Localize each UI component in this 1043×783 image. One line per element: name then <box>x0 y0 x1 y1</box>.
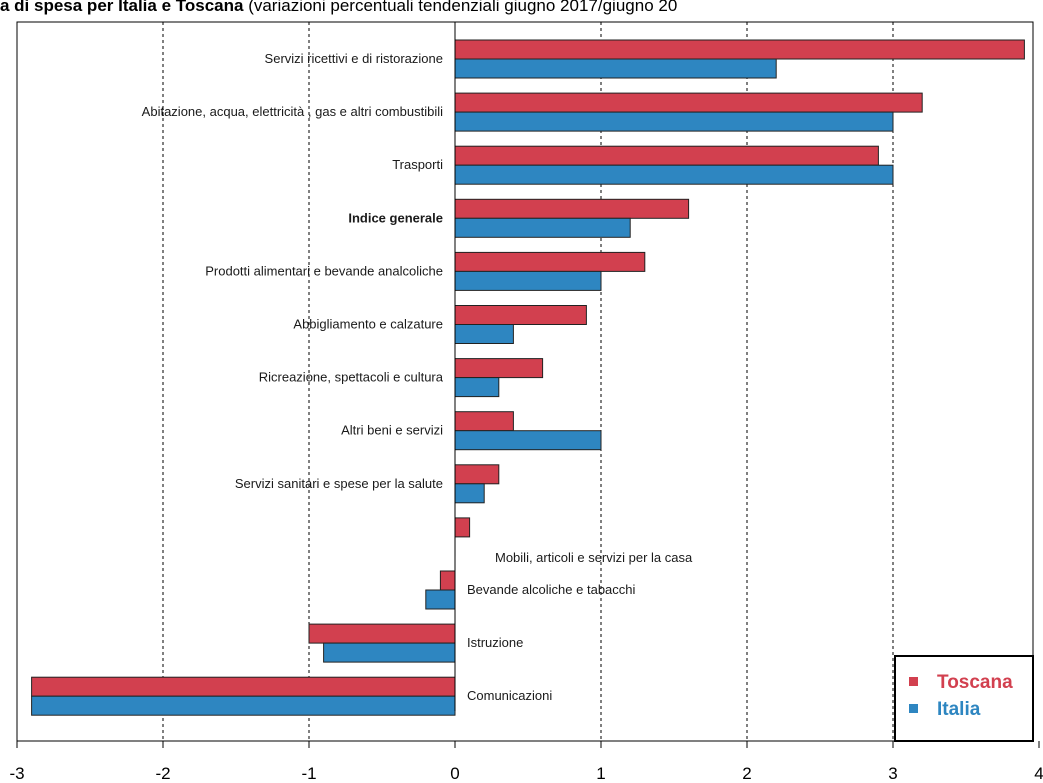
bar-toscana <box>454 92 923 113</box>
category-label: Prodotti alimentari e bevande analcolich… <box>205 263 443 278</box>
bar-italia <box>454 270 602 291</box>
bar-toscana <box>454 145 879 166</box>
category-label: Abitazione, acqua, elettricità , gas e a… <box>142 104 443 119</box>
bar-toscana <box>454 411 514 432</box>
bar-italia <box>454 217 631 238</box>
category-label: Ricreazione, spettacoli e cultura <box>259 370 444 385</box>
bar-italia <box>454 483 485 504</box>
bar-toscana <box>454 39 1025 60</box>
x-tick-label: -3 <box>9 764 24 783</box>
category-label: Servizi sanitari e spese per la salute <box>235 476 443 491</box>
legend-label-toscana: Toscana <box>937 672 1013 693</box>
bar-italia <box>454 377 500 398</box>
bar-toscana <box>454 198 690 219</box>
bar-italia <box>425 589 456 610</box>
category-label: Servizi ricettivi e di ristorazione <box>265 51 443 66</box>
x-tick-label: -1 <box>301 764 316 783</box>
bar-italia <box>454 58 777 79</box>
category-label: Mobili, articoli e servizi per la casa <box>495 550 693 565</box>
x-tick-label: 1 <box>596 764 605 783</box>
legend-label-italia: Italia <box>937 699 981 720</box>
chart-title-bold: a di spesa per Italia e Toscana <box>0 0 244 15</box>
x-tick-label: 0 <box>450 764 459 783</box>
category-label: Trasporti <box>392 157 443 172</box>
category-label: Altri beni e servizi <box>341 423 443 438</box>
x-tick-label: 4 <box>1034 764 1043 783</box>
bar-italia <box>323 642 456 663</box>
legend-swatch-toscana <box>909 677 918 686</box>
x-tick-label: 2 <box>742 764 751 783</box>
x-tick-label: -2 <box>155 764 170 783</box>
category-label: Abbigliamento e calzature <box>293 317 443 332</box>
bar-toscana <box>439 570 456 591</box>
x-tick-label: 3 <box>888 764 897 783</box>
bar-toscana <box>308 623 456 644</box>
category-label: Istruzione <box>467 635 523 650</box>
bar-italia <box>454 430 602 451</box>
legend-swatch-italia <box>909 704 918 713</box>
bar-toscana <box>454 464 500 485</box>
chart-title: a di spesa per Italia e Toscana (variazi… <box>0 0 1043 18</box>
category-label: Bevande alcoliche e tabacchi <box>467 582 636 597</box>
bar-toscana <box>31 676 456 697</box>
bar-italia <box>31 695 456 716</box>
bar-toscana <box>454 305 587 325</box>
category-label: Indice generale <box>348 210 443 225</box>
chart-title-rest: (variazioni percentuali tendenziali giug… <box>243 0 678 15</box>
bar-toscana <box>454 251 646 272</box>
bar-italia <box>454 111 894 132</box>
category-label: Comunicazioni <box>467 688 552 703</box>
bar-toscana <box>454 358 544 379</box>
bar-toscana <box>454 517 471 538</box>
bar-italia <box>454 164 894 185</box>
plot-frame <box>16 21 1034 742</box>
bar-italia <box>454 324 514 344</box>
legend-box <box>894 655 1034 742</box>
